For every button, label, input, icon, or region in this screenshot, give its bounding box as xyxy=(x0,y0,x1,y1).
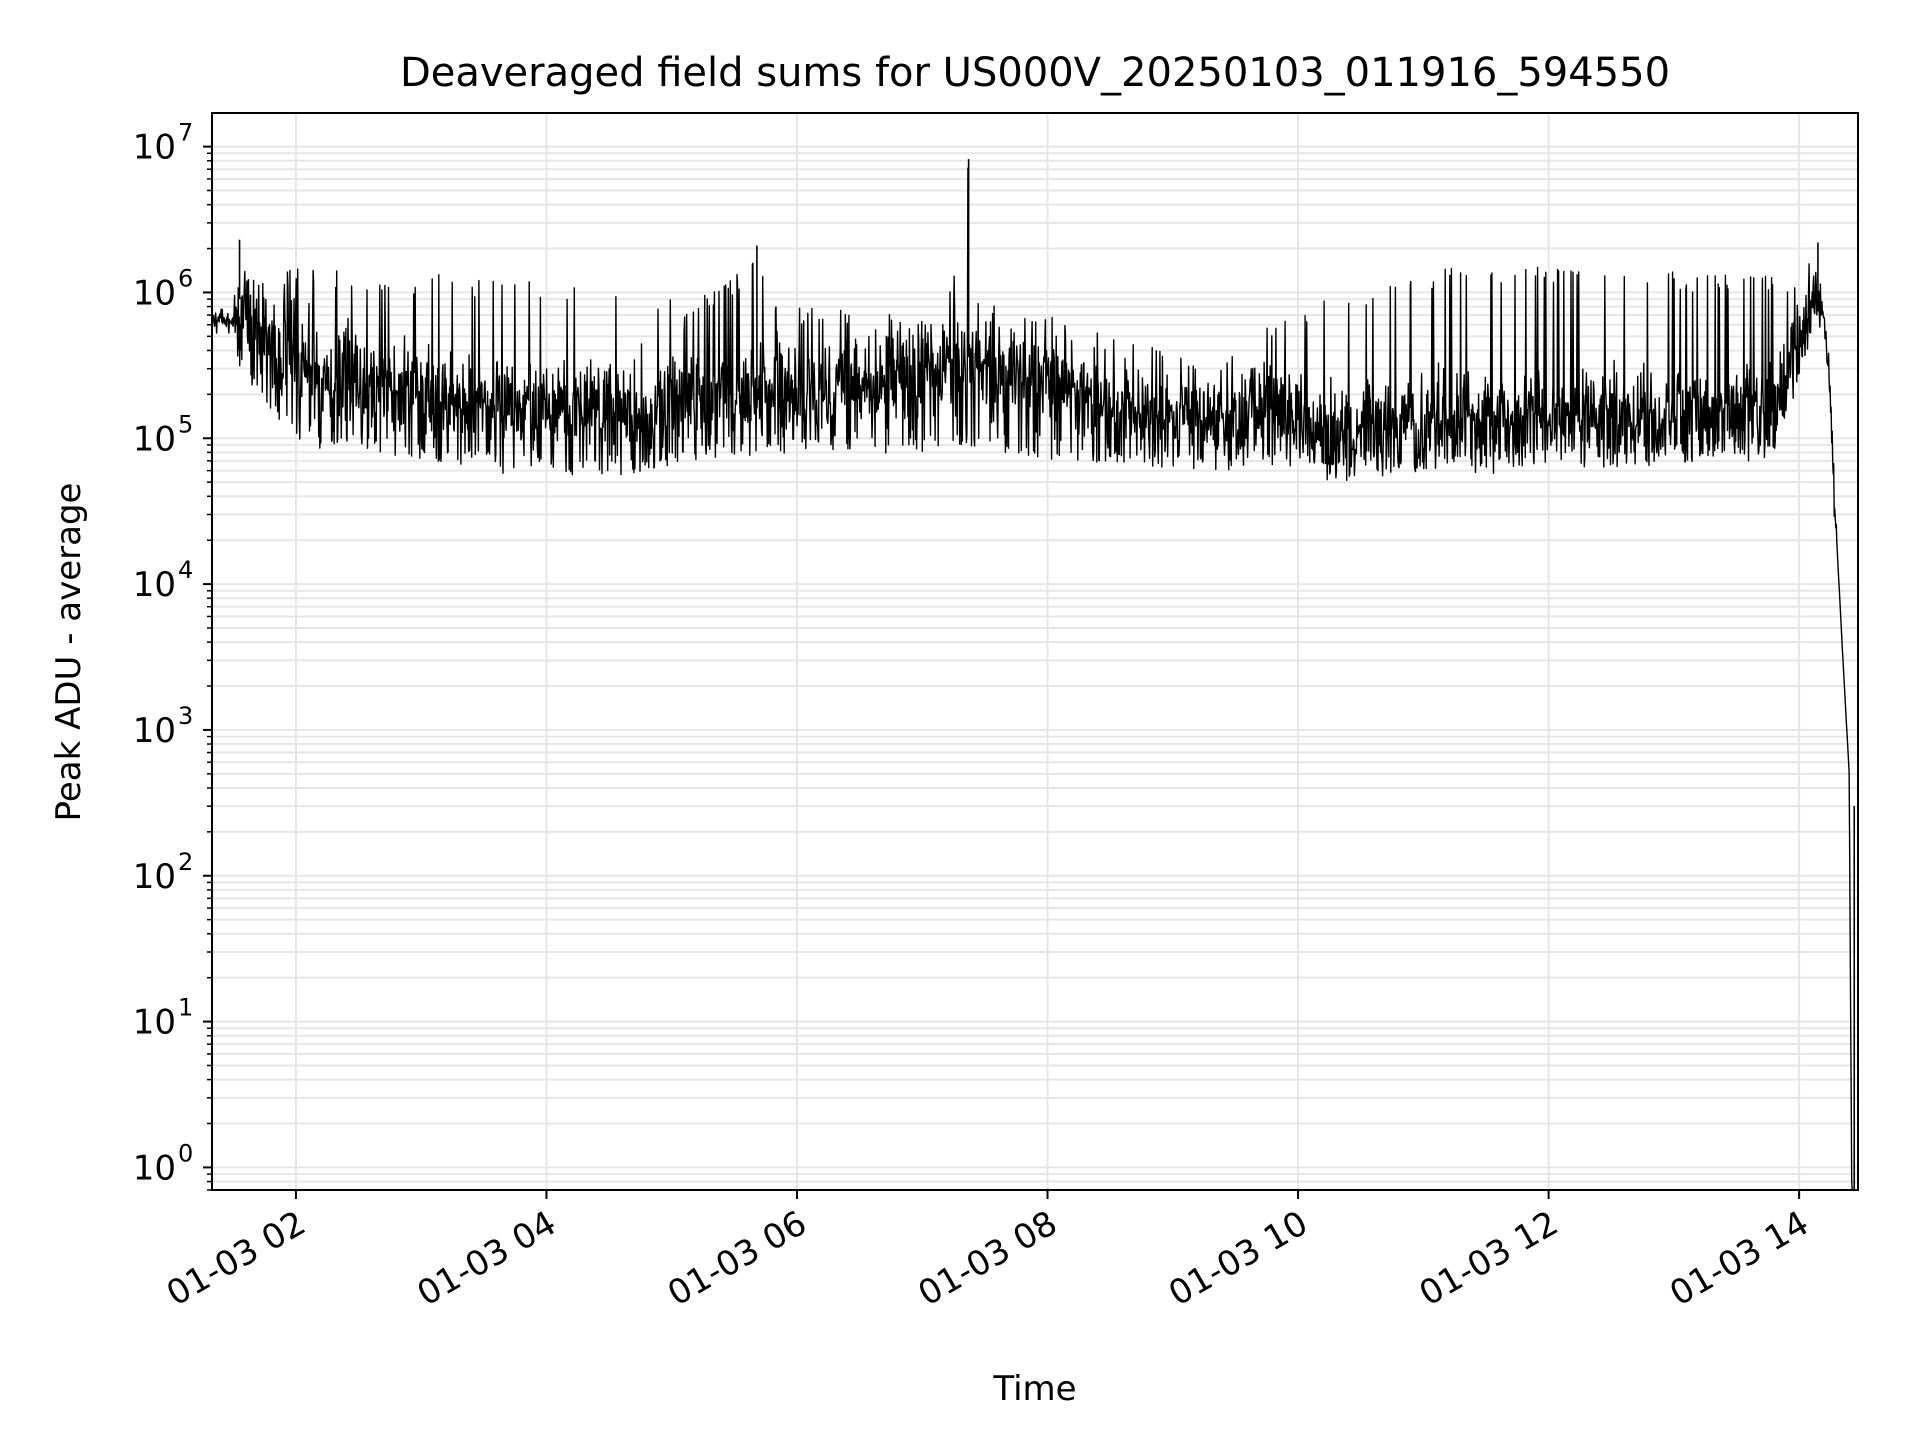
x-tick-label: 01-03 12 xyxy=(1413,1203,1565,1314)
x-tick-label: 01-03 04 xyxy=(411,1203,563,1314)
y-tick-exponent: 6 xyxy=(178,264,193,292)
y-tick-label: 10 xyxy=(133,128,176,168)
y-tick-exponent: 1 xyxy=(178,994,193,1022)
y-tick-label: 10 xyxy=(133,711,176,751)
y-tick-label: 10 xyxy=(133,273,176,313)
x-axis: 01-03 02 01-03 04 01-03 06 01-03 08 01-03 10… xyxy=(160,1190,1816,1314)
y-tick-label: 10 xyxy=(133,1148,176,1188)
x-tick-label: 01-03 02 xyxy=(160,1203,312,1314)
grid-lines xyxy=(212,113,1858,1191)
y-tick-exponent: 5 xyxy=(178,410,193,438)
y-tick-label: 10 xyxy=(133,1003,176,1043)
y-axis-label: Peak ADU - average xyxy=(49,483,89,822)
y-tick-exponent: 4 xyxy=(178,556,193,584)
x-tick-label: 01-03 14 xyxy=(1663,1203,1815,1314)
y-tick-exponent: 7 xyxy=(178,119,193,147)
x-tick-label: 01-03 08 xyxy=(912,1203,1064,1314)
x-axis-label: Time xyxy=(992,1369,1076,1409)
chart-title: Deaveraged field sums for US000V_2025010… xyxy=(400,50,1670,96)
y-tick-exponent: 3 xyxy=(178,702,193,730)
y-tick-exponent: 2 xyxy=(178,848,193,876)
y-tick-label: 10 xyxy=(133,857,176,897)
y-tick-label: 10 xyxy=(133,419,176,459)
x-tick-label: 01-03 10 xyxy=(1162,1203,1314,1314)
series-line xyxy=(211,167,1855,1191)
x-tick-label: 01-03 06 xyxy=(661,1203,813,1314)
y-tick-label: 10 xyxy=(133,565,176,605)
plot-area-frame xyxy=(211,112,1859,1191)
y-tick-exponent: 0 xyxy=(178,1139,193,1167)
series-group xyxy=(211,159,1856,1191)
